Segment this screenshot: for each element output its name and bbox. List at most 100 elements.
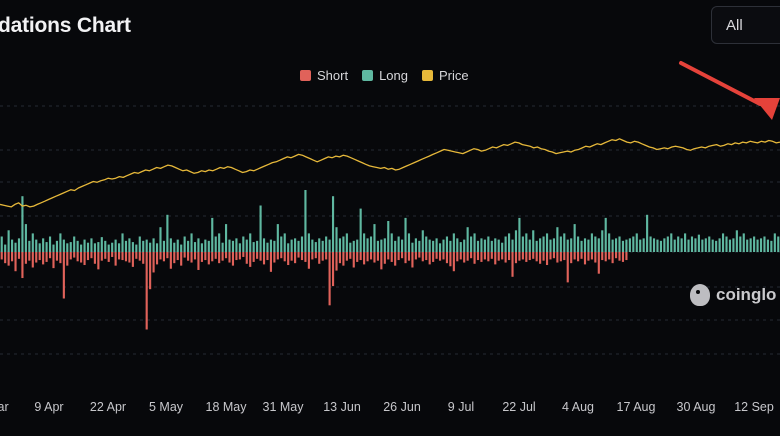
long-bar [466, 227, 469, 252]
short-bar [328, 252, 331, 306]
short-bar [480, 252, 483, 262]
short-bar [28, 252, 31, 261]
long-bar [380, 239, 383, 252]
long-bar [611, 239, 614, 252]
time-range-dropdown[interactable]: All [711, 6, 780, 44]
short-bar [166, 252, 169, 259]
long-bar [404, 217, 407, 252]
long-bar [497, 239, 500, 252]
long-bar [621, 240, 625, 252]
long-bar [62, 239, 65, 252]
long-bar [528, 239, 531, 252]
long-bar [214, 236, 217, 252]
short-bar [414, 252, 417, 260]
short-bar [345, 252, 348, 261]
long-bar [218, 233, 221, 252]
short-bar [162, 252, 166, 262]
annotation-arrow-head [754, 98, 780, 120]
long-bar [394, 240, 397, 252]
long-bar [349, 242, 352, 252]
x-tick-label: 9 Apr [34, 400, 64, 414]
long-bar [155, 243, 159, 252]
short-bar [4, 252, 7, 264]
long-bar [618, 236, 621, 252]
legend-item-price[interactable]: Price [422, 68, 469, 83]
legend-label-price: Price [439, 68, 469, 83]
short-bar [363, 252, 366, 265]
long-bar [438, 243, 442, 252]
long-bar [48, 236, 52, 252]
long-bar [411, 242, 414, 252]
short-bar [504, 252, 507, 263]
x-tick-label: 17 Aug [616, 400, 656, 414]
short-bar [508, 252, 511, 261]
short-bar [128, 252, 131, 263]
long-bar [501, 242, 504, 252]
short-bar [601, 252, 604, 261]
short-bar [532, 252, 535, 259]
short-bar [394, 252, 397, 266]
long-bar [107, 244, 110, 252]
annotation-arrow-shaft [679, 61, 762, 106]
long-bar [401, 239, 404, 252]
long-bar [649, 236, 652, 252]
short-bar [256, 252, 259, 259]
long-bar [111, 242, 114, 252]
short-bar [66, 252, 69, 266]
long-bar [224, 224, 228, 252]
short-bar [608, 252, 611, 260]
long-bar [180, 244, 183, 252]
long-bar [21, 196, 24, 252]
short-bar [142, 252, 145, 264]
short-bar [169, 252, 172, 269]
long-bar [145, 239, 148, 252]
short-bar [31, 252, 34, 268]
short-bar [442, 252, 445, 260]
legend-item-long[interactable]: Long [362, 68, 408, 83]
legend-label-long: Long [379, 68, 408, 83]
long-bar [38, 243, 41, 252]
long-bar [421, 230, 424, 252]
short-bar [135, 252, 138, 259]
long-bar [307, 233, 310, 252]
short-bar [7, 252, 10, 266]
short-bar [93, 252, 96, 264]
short-bar [356, 252, 359, 262]
long-bar [314, 242, 317, 252]
long-bar [770, 240, 773, 252]
long-bar [476, 240, 480, 252]
short-bar [380, 252, 383, 270]
short-bar [118, 252, 121, 260]
short-bar [594, 252, 597, 263]
x-tick-label: 12 Sep [734, 400, 774, 414]
short-bar [35, 252, 38, 263]
x-axis: ar 9 Apr 22 Apr 5 May 18 May 31 May 13 Jun 26 J… [0, 400, 780, 424]
short-bar [545, 252, 549, 266]
long-bar [763, 236, 766, 252]
long-bar [100, 237, 103, 252]
long-bar [442, 239, 445, 252]
short-bar [376, 252, 379, 261]
long-bar [625, 239, 628, 252]
short-bar [297, 252, 300, 258]
x-tick-label: 22 Jul [502, 400, 536, 414]
short-bar [100, 252, 103, 261]
short-bar [235, 252, 238, 261]
long-bar [732, 238, 735, 252]
long-bar [166, 214, 169, 252]
legend-item-short[interactable]: Short [300, 68, 348, 83]
short-bar [0, 252, 3, 260]
short-bar [269, 252, 272, 272]
short-bar [17, 252, 21, 259]
long-bar [363, 233, 366, 252]
x-tick-label: 13 Jun [323, 400, 361, 414]
long-bar [28, 240, 31, 252]
long-bar [435, 238, 438, 252]
short-bar [204, 252, 207, 261]
short-bar [542, 252, 545, 261]
short-bar [487, 252, 490, 262]
short-bar [383, 252, 386, 264]
short-bar [311, 252, 314, 260]
long-bar [721, 233, 725, 252]
